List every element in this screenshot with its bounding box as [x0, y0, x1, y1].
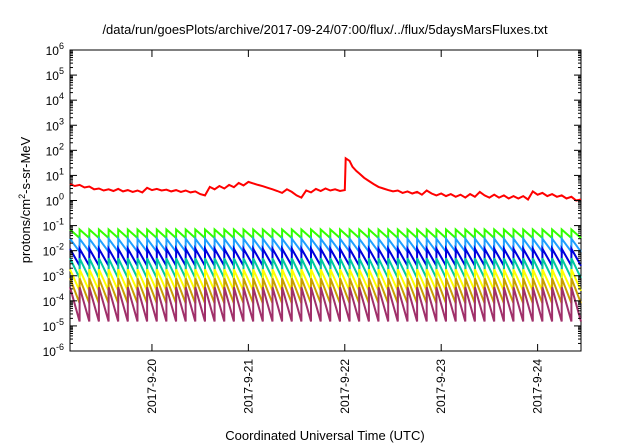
series-line-7 [69, 286, 582, 322]
y-tick-exp: 2 [59, 141, 64, 151]
y-tick-base: 10 [43, 220, 57, 234]
y-tick-exp: 0 [59, 192, 64, 202]
y-tick-base: 10 [46, 195, 60, 209]
y-tick-base: 10 [43, 295, 57, 309]
y-tick-label: 101 [46, 166, 64, 183]
y-axis: 10-610-510-410-310-210-11001011021031041… [43, 41, 581, 359]
y-tick-exp: 4 [59, 91, 64, 101]
series-line-1 [69, 227, 582, 241]
x-tick-label: 2017-9-24 [531, 359, 545, 414]
y-tick-exp: -4 [56, 292, 64, 302]
y-tick-base: 10 [46, 144, 60, 158]
y-tick-exp: 5 [59, 66, 64, 76]
y-tick-exp: 3 [59, 116, 64, 126]
series-line-0 [69, 156, 582, 202]
series-line-3 [69, 244, 582, 270]
y-tick-label: 10-5 [43, 317, 64, 334]
y-tick-exp: 1 [59, 166, 64, 176]
y-tick-label: 102 [46, 141, 64, 158]
y-tick-label: 10-3 [43, 267, 64, 284]
y-tick-label: 10-1 [43, 217, 64, 234]
x-tick-label: 2017-9-23 [434, 359, 448, 414]
y-tick-base: 10 [46, 119, 60, 133]
y-tick-exp: 6 [59, 41, 64, 51]
y-tick-exp: -5 [56, 317, 64, 327]
y-tick-label: 106 [46, 41, 64, 58]
chart-title: /data/run/goesPlots/archive/2017-09-24/0… [102, 22, 548, 37]
y-tick-base: 10 [43, 270, 57, 284]
y-axis-label-prefix: protons/cm [18, 199, 33, 263]
y-tick-base: 10 [43, 320, 57, 334]
x-axis: 2017-9-20 2017-9-21 2017-9-22 2017-9-23 2017… [145, 50, 545, 414]
y-tick-label: 104 [46, 91, 64, 108]
x-tick-label: 2017-9-22 [338, 359, 352, 414]
y-tick-base: 10 [46, 44, 60, 58]
x-tick-label: 2017-9-21 [241, 359, 255, 414]
y-tick-exp: -6 [56, 342, 64, 352]
y-tick-label: 10-6 [43, 342, 64, 359]
y-tick-base: 10 [46, 169, 60, 183]
y-axis-label-suffix: -s-sr-MeV [18, 136, 33, 193]
y-tick-exp: -1 [56, 217, 64, 227]
y-tick-base: 10 [46, 69, 60, 83]
y-tick-label: 100 [46, 192, 64, 209]
y-tick-label: 10-4 [43, 292, 64, 309]
y-axis-label-sup: 2 [17, 194, 27, 199]
y-tick-label: 103 [46, 116, 64, 133]
y-tick-label: 105 [46, 66, 64, 83]
series-line-4 [69, 257, 582, 279]
x-tick-label: 2017-9-20 [145, 359, 159, 414]
y-tick-exp: -3 [56, 267, 64, 277]
x-axis-label: Coordinated Universal Time (UTC) [225, 428, 424, 443]
y-tick-label: 10-2 [43, 242, 64, 259]
series-layer [69, 156, 582, 322]
y-tick-base: 10 [43, 345, 57, 359]
series-line-2 [69, 235, 582, 255]
y-axis-label: protons/cm2-s-sr-MeV [17, 136, 33, 263]
y-tick-base: 10 [43, 245, 57, 259]
y-tick-base: 10 [46, 94, 60, 108]
y-tick-exp: -2 [56, 242, 64, 252]
